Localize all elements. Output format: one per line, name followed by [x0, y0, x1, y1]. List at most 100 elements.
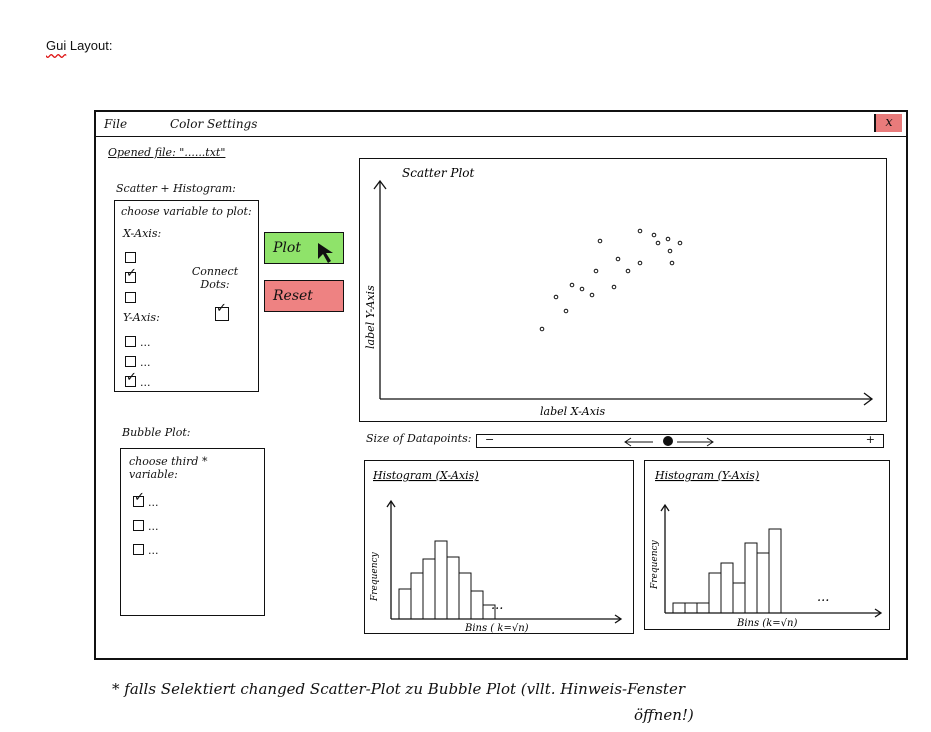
histogram-y-svg: Histogram (Y-Axis) ... Bins (k=√n) Frequ…	[650, 469, 883, 629]
connect-dots-option[interactable]	[215, 301, 233, 322]
plot-button-label: Plot	[273, 240, 301, 256]
document-heading: Gui Layout:	[46, 38, 113, 53]
scatter-point	[553, 294, 559, 300]
histogram-y-panel: Histogram (Y-Axis) ... Bins (k=√n) Frequ…	[644, 460, 890, 630]
y-option-2[interactable]: ...	[125, 351, 151, 370]
y-option-3[interactable]: ...	[125, 370, 151, 390]
scatter-point	[667, 248, 673, 254]
slider-plus[interactable]: +	[865, 433, 875, 446]
scatter-point	[563, 308, 569, 314]
scatter-point	[579, 286, 585, 292]
cursor-icon	[318, 243, 333, 263]
histogram-x-svg: Histogram (X-Axis) ... Bins ( k=√n) Freq…	[370, 469, 623, 634]
slider-track-arrows	[624, 437, 714, 447]
histogram-bar	[398, 588, 412, 620]
histogram-bar	[768, 528, 782, 614]
scatter-y-label: label Y-Axis	[364, 285, 377, 349]
x-option-3[interactable]	[125, 287, 140, 306]
connect-dots-label: Connect Dots:	[191, 265, 239, 291]
histogram-bar	[744, 542, 758, 614]
bubble-chooser-panel: choose third * variable: ... ... ...	[120, 448, 265, 616]
scatter-plot-svg: Scatter Plot label X-Axis label Y-Axis	[364, 166, 874, 418]
opened-file-label: Opened file: "......txt"	[108, 146, 226, 159]
scatter-plot-title: Scatter Plot	[402, 166, 475, 180]
x-option-2[interactable]	[125, 266, 140, 286]
x-option-3-checkbox[interactable]	[125, 292, 136, 303]
y-option-2-checkbox[interactable]	[125, 356, 136, 367]
slider-minus[interactable]: −	[485, 433, 495, 446]
heading-rest: Layout:	[66, 38, 113, 53]
scatter-point	[539, 326, 545, 332]
histogram-x-ylabel: Frequency	[370, 551, 380, 602]
scatter-point	[569, 282, 575, 288]
scatter-x-label: label X-Axis	[540, 405, 605, 418]
y-option-1[interactable]: ...	[125, 331, 151, 350]
scatter-point	[669, 260, 675, 266]
x-option-1-checkbox[interactable]	[125, 252, 136, 263]
scatter-points	[539, 228, 683, 332]
scatter-point	[637, 228, 643, 234]
histogram-bar	[434, 540, 448, 620]
histogram-bar	[458, 572, 472, 620]
histogram-y-ylabel: Frequency	[650, 539, 660, 590]
x-option-2-checkbox[interactable]	[125, 266, 137, 283]
menu-color-settings[interactable]: Color Settings	[170, 117, 258, 131]
bubble-option-3-checkbox[interactable]	[133, 544, 144, 555]
scatter-point	[611, 284, 617, 290]
datapoint-size-label: Size of Datapoints:	[366, 432, 472, 445]
histogram-bar	[470, 590, 484, 620]
slider-thumb[interactable]	[663, 436, 673, 446]
footnote-line-2: öffnen!)	[634, 706, 694, 724]
close-button[interactable]: x	[874, 114, 902, 132]
histogram-bar	[482, 604, 496, 620]
scatter-point	[651, 232, 657, 238]
histogram-bar	[422, 558, 436, 620]
datapoint-size-slider[interactable]: − +	[476, 433, 884, 448]
scatter-point	[665, 236, 671, 242]
histogram-y-dots: ...	[817, 590, 829, 605]
scatter-point	[589, 292, 595, 298]
scatter-point	[625, 268, 631, 274]
menu-bar: File Color Settings x	[96, 112, 906, 137]
app-window: File Color Settings x Opened file: "....…	[94, 110, 908, 660]
histogram-x-panel: Histogram (X-Axis) ... Bins ( k=√n) Freq…	[364, 460, 634, 634]
histogram-y-bars	[672, 528, 782, 614]
connect-dots-checkbox[interactable]	[215, 301, 229, 321]
histogram-y-xlabel: Bins (k=√n)	[736, 618, 797, 629]
plot-button[interactable]: Plot	[264, 232, 344, 264]
scatter-y-arrow	[373, 179, 387, 190]
histogram-x-title: Histogram (X-Axis)	[372, 469, 479, 482]
histogram-bar	[410, 572, 424, 620]
histogram-bar	[672, 602, 686, 614]
bubble-option-2-checkbox[interactable]	[133, 520, 144, 531]
histogram-bar	[732, 582, 746, 614]
x-axis-label: X-Axis:	[123, 227, 162, 240]
y-option-3-checkbox[interactable]	[125, 370, 137, 387]
histogram-bar	[696, 602, 710, 614]
x-option-1[interactable]	[125, 247, 140, 266]
y-option-1-checkbox[interactable]	[125, 336, 136, 347]
y-axis-label: Y-Axis:	[123, 311, 160, 324]
bubble-option-3[interactable]: ...	[133, 539, 159, 558]
menu-file[interactable]: File	[104, 117, 128, 131]
bubble-choose-label: choose third * variable:	[129, 455, 208, 481]
footnote-line-1: * falls Selektiert changed Scatter-Plot …	[112, 680, 686, 698]
scatter-hist-heading: Scatter + Histogram:	[116, 182, 236, 195]
scatter-point	[615, 256, 621, 262]
scatter-point	[637, 260, 643, 266]
variable-chooser-panel: choose variable to plot: X-Axis: Connect…	[114, 200, 259, 392]
scatter-point	[677, 240, 683, 246]
heading-gui-word: Gui	[46, 38, 67, 53]
histogram-x-xlabel: Bins ( k=√n)	[464, 623, 529, 633]
bubble-option-1-checkbox[interactable]	[133, 490, 145, 507]
histogram-x-bars	[398, 540, 496, 620]
scatter-point	[597, 238, 603, 244]
histogram-y-title: Histogram (Y-Axis)	[654, 469, 759, 482]
histogram-bar	[720, 562, 734, 614]
choose-variable-label: choose variable to plot:	[121, 205, 252, 218]
histogram-bar	[446, 556, 460, 620]
bubble-option-1[interactable]: ...	[133, 490, 159, 510]
reset-button[interactable]: Reset	[264, 280, 344, 312]
bubble-option-2[interactable]: ...	[133, 515, 159, 534]
histogram-bar	[684, 602, 698, 614]
